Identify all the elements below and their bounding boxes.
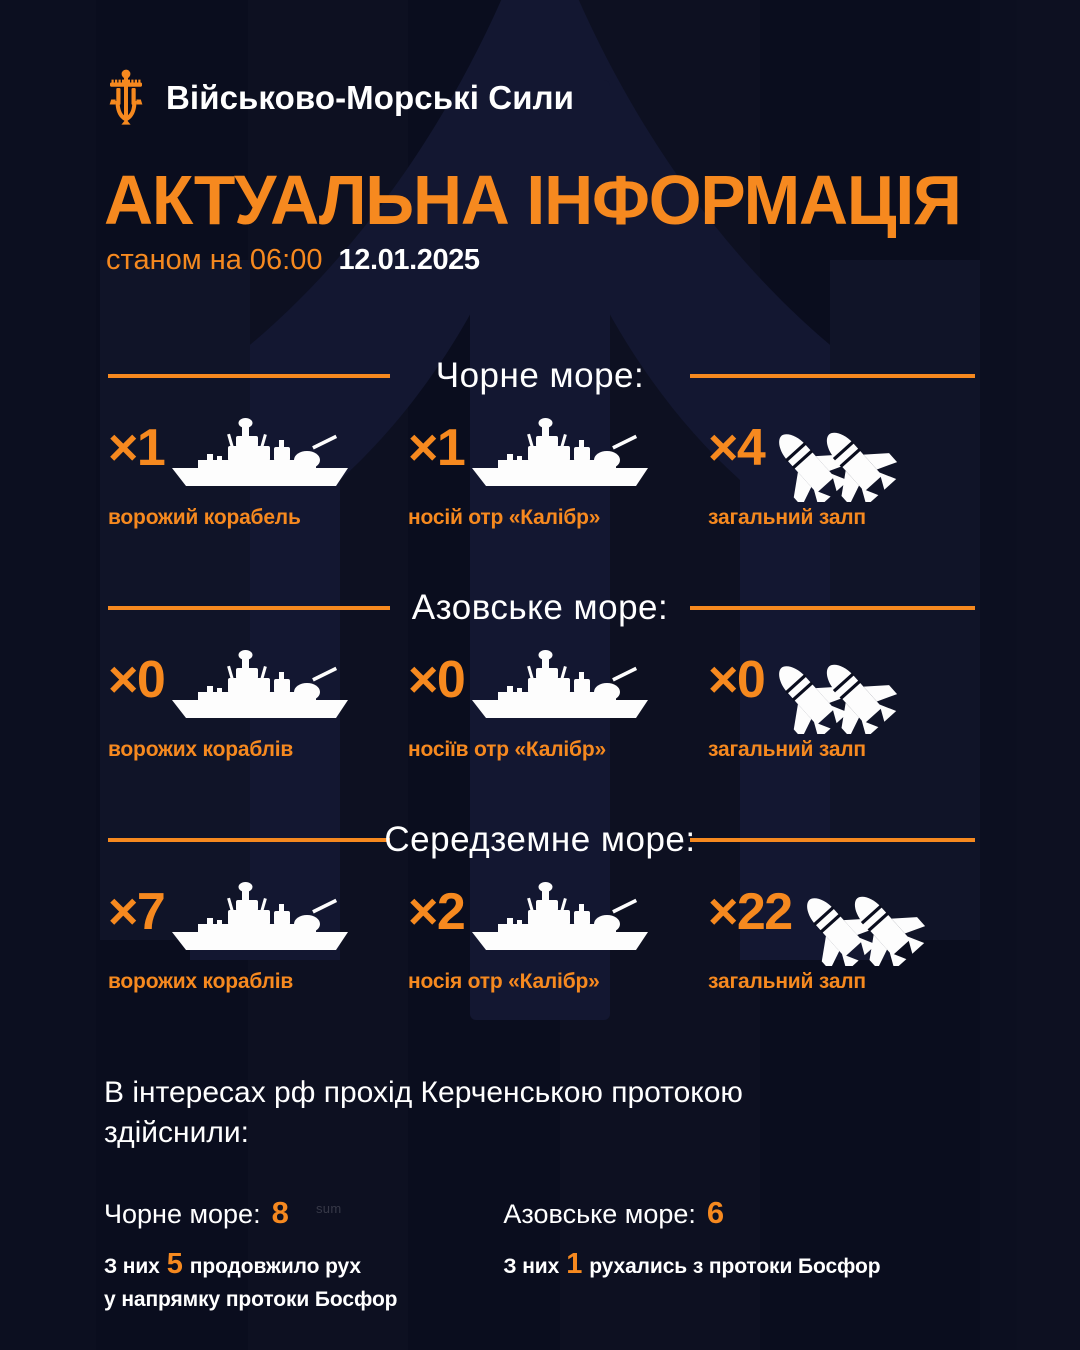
stat-count: ×1 — [408, 419, 466, 477]
stat-count: ×4 — [708, 419, 766, 477]
brand-title: Військово-Морські Сили — [166, 79, 575, 116]
footer-note: З них 5 продовжило рух у напрямку протоки … — [104, 1244, 398, 1315]
stat-label: загальний залп — [708, 970, 866, 993]
section-title: Середземне море: — [384, 820, 696, 859]
divider-left — [108, 838, 390, 842]
footer-note-line1: рухались з протоки Босфор — [589, 1254, 881, 1278]
stat-card-kalibr-carriers: ×1 — [408, 410, 708, 530]
stat-card-enemy-ships: ×7 — [108, 874, 408, 994]
footer-col-black-sea: Чорне море: 8 sum З них 5 продовжило рух у… — [104, 1195, 398, 1315]
footer-columns: Чорне море: 8 sum З них 5 продовжило рух у… — [104, 1195, 881, 1315]
section-header: Середземне море: — [0, 820, 1080, 859]
divider-right — [690, 606, 975, 610]
footer-note-line2: у напрямку протоки Босфор — [104, 1287, 398, 1311]
stat-card-enemy-ships: ×0 — [108, 642, 408, 762]
as-of-time: станом на 06:00 — [106, 244, 323, 276]
section-black-sea: Чорне море: ×1 — [0, 356, 1080, 530]
footer-col-azov-sea: Азовське море: 6 З них 1 рухались з проток… — [503, 1195, 880, 1315]
stat-card-kalibr-carriers: ×2 — [408, 874, 708, 994]
footer-sea-count: 6 — [706, 1194, 725, 1230]
section-mediterranean-sea: Середземне море: ×7 — [0, 820, 1080, 994]
timestamp-line: станом на 06:00 12.01.2025 — [106, 244, 480, 277]
footer-heading: В інтересах рф прохід Керченською проток… — [104, 1076, 743, 1149]
section-title: Азовське море: — [411, 588, 669, 627]
footer-note-count: 1 — [566, 1247, 583, 1280]
section-cards: ×7 — [0, 874, 1080, 994]
footer-sea-label: Чорне море: — [104, 1198, 261, 1229]
stat-label: загальний залп — [708, 738, 866, 761]
warship-icon — [170, 882, 360, 958]
warship-icon — [470, 650, 660, 726]
footer-note: З них 1 рухались з протоки Босфор — [503, 1244, 880, 1285]
stat-count: ×22 — [708, 883, 793, 941]
stat-label: ворожий корабель — [108, 506, 301, 529]
stat-count: ×1 — [108, 419, 166, 477]
stat-card-total-salvo: ×0 — [708, 642, 1008, 762]
stat-card-kalibr-carriers: ×0 — [408, 642, 708, 762]
stat-count: ×7 — [108, 883, 166, 941]
section-cards: ×1 — [0, 410, 1080, 530]
warship-icon — [170, 418, 360, 494]
footer-sea-row: Чорне море: 8 — [104, 1195, 397, 1231]
footer-note-line1: продовжило рух — [189, 1254, 361, 1278]
footer-sea-count: 8 — [271, 1194, 289, 1230]
footer-sea-row: Азовське море: 6 — [503, 1195, 880, 1231]
section-cards: ×0 — [0, 642, 1080, 762]
missiles-icon — [770, 642, 942, 734]
footer-note-prefix: З них — [104, 1254, 160, 1278]
stat-card-enemy-ships: ×1 — [108, 410, 408, 530]
brand-lockup: Військово-Морські Сили — [104, 68, 574, 128]
stat-count: ×0 — [408, 651, 466, 709]
footer-note-prefix: З них — [503, 1254, 560, 1278]
kerch-strait-footer: В інтересах рф прохід Керченською проток… — [104, 1073, 881, 1315]
missiles-icon — [770, 410, 942, 502]
warship-icon — [470, 418, 660, 494]
section-title: Чорне море: — [435, 356, 645, 395]
warship-icon — [470, 882, 660, 958]
stat-count: ×2 — [408, 883, 466, 941]
footer-note-count: 5 — [166, 1247, 183, 1280]
stat-count: ×0 — [108, 651, 166, 709]
background-trident-watermark-icon — [100, 0, 980, 1020]
stat-label: носіїв отр «Калібр» — [408, 738, 606, 761]
divider-left — [108, 374, 390, 378]
missiles-icon — [798, 874, 970, 966]
footer-sea-label: Азовське море: — [503, 1198, 696, 1229]
stat-card-total-salvo: ×4 — [708, 410, 1008, 530]
stat-label: носій отр «Калібр» — [408, 506, 601, 529]
section-azov-sea: Азовське море: ×0 — [0, 588, 1080, 762]
divider-right — [690, 374, 975, 378]
stat-label: ворожих кораблів — [108, 738, 294, 761]
stat-label: носія отр «Калібр» — [408, 970, 600, 993]
ghost-artifact-text: sum — [316, 1200, 342, 1216]
stat-label: загальний залп — [708, 506, 866, 529]
stat-card-total-salvo: ×22 — [708, 874, 1008, 994]
section-header: Чорне море: — [0, 356, 1080, 395]
navy-anchor-trident-icon — [109, 69, 143, 125]
warship-icon — [170, 650, 360, 726]
stat-label: ворожих кораблів — [108, 970, 294, 993]
section-header: Азовське море: — [0, 588, 1080, 627]
stat-count: ×0 — [708, 651, 766, 709]
report-date: 12.01.2025 — [338, 244, 481, 276]
page-title: АКТУАЛЬНА ІНФОРМАЦІЯ — [104, 161, 962, 239]
divider-left — [108, 606, 390, 610]
divider-right — [690, 838, 975, 842]
